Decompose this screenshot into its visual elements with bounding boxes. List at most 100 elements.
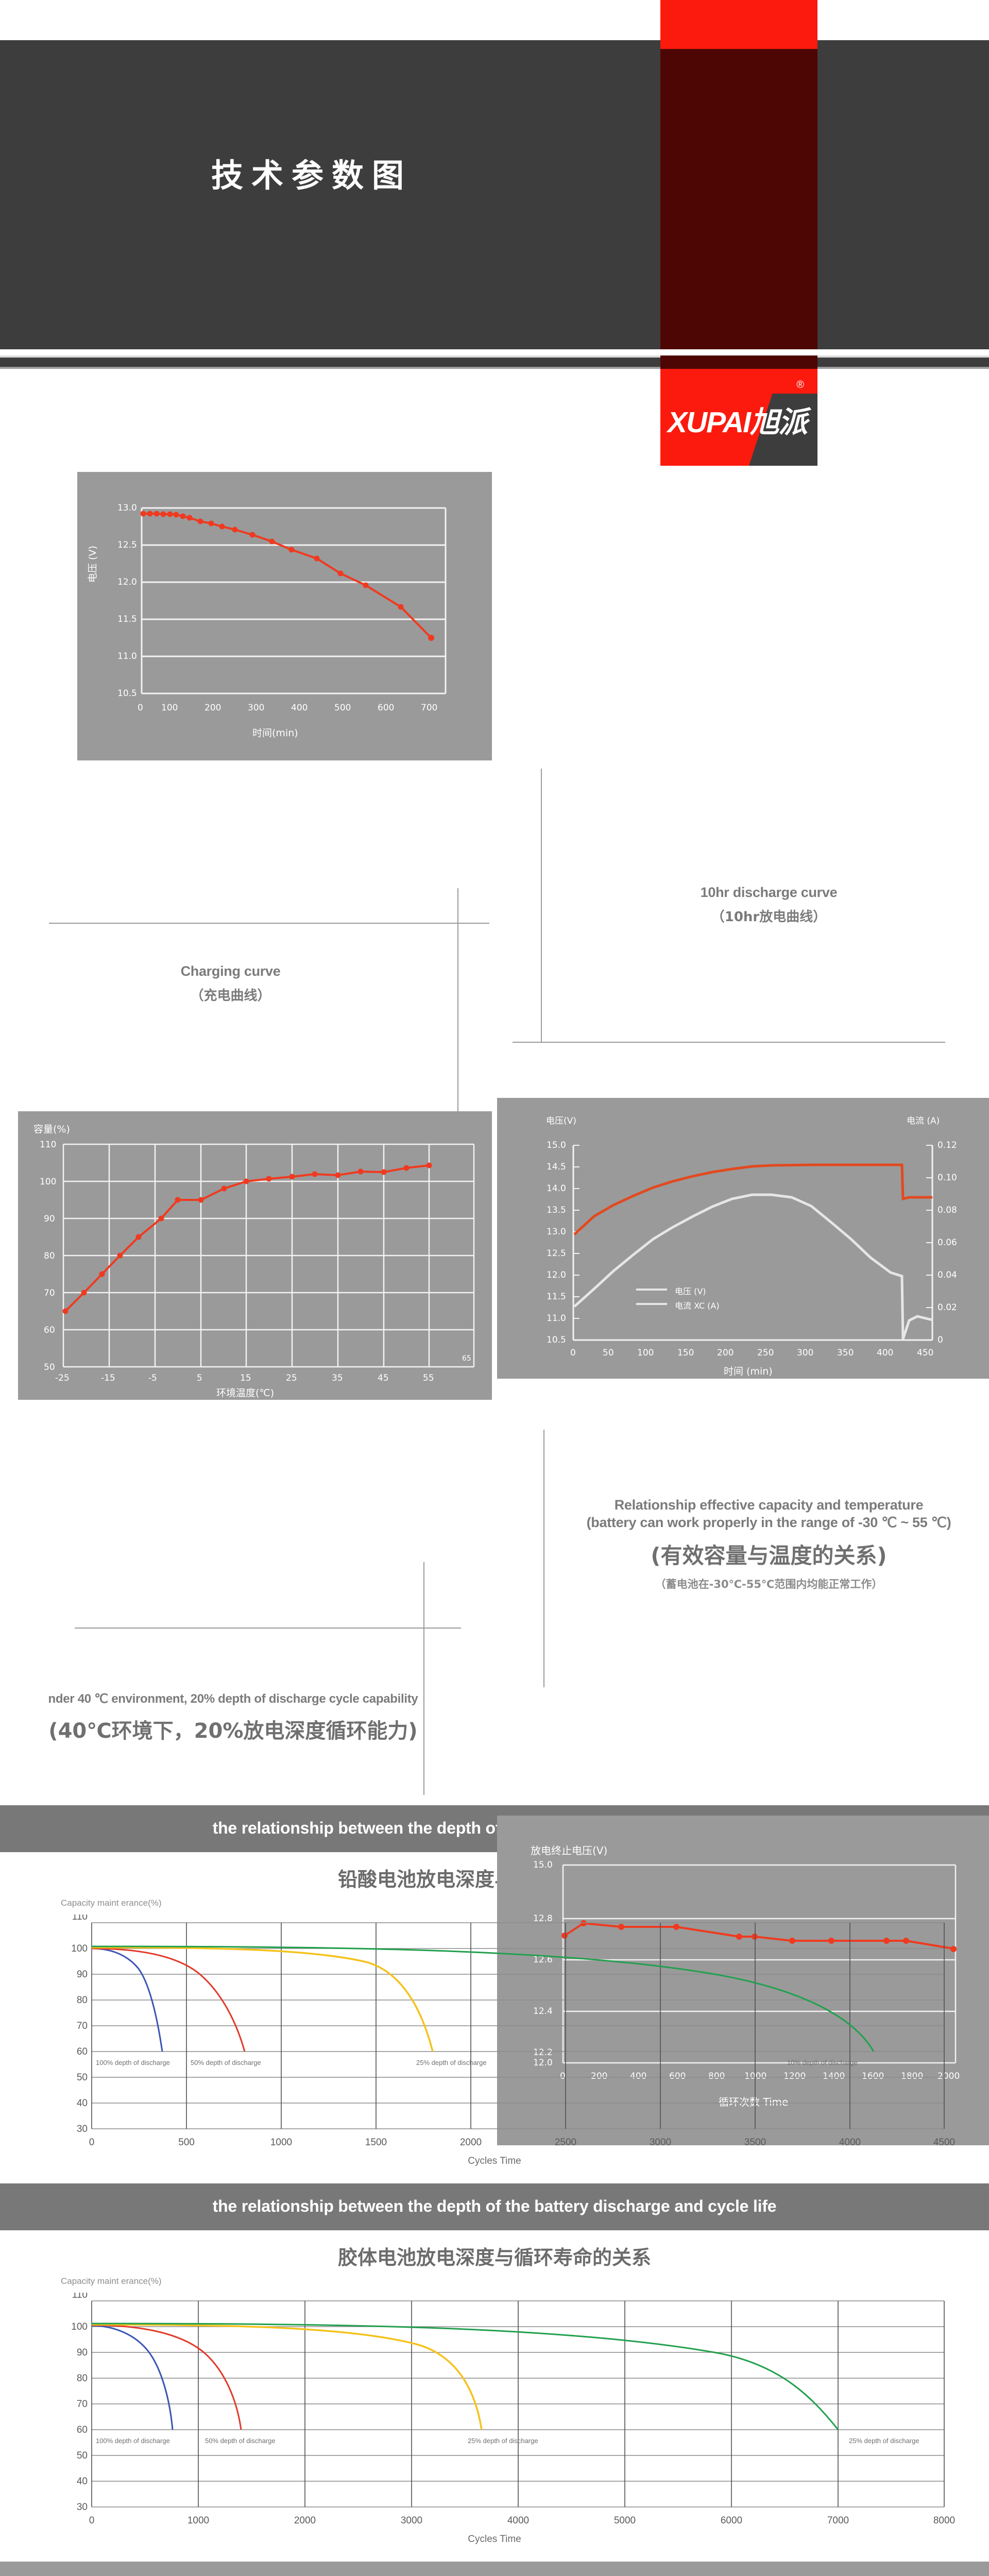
x-tick: 65 [462, 1354, 471, 1363]
x-tick: -25 [55, 1373, 70, 1383]
y-tick: 12.0 [533, 2058, 553, 2068]
label-cn-secondary: （蓄电池在-30℃-55℃范围内均能正常工作） [655, 1578, 883, 1591]
y-tick: 15.0 [533, 1860, 553, 1870]
svg-text:8000: 8000 [933, 2515, 955, 2526]
x-tick: 2000 [937, 2071, 960, 2081]
label-cn-primary: (有效容量与温度的关系) [651, 1543, 887, 1569]
x-tick: 400 [291, 703, 308, 713]
x-tick: 50 [603, 1348, 614, 1358]
y-tick: 12.4 [533, 2006, 553, 2016]
y-tick-right: 0.04 [937, 1270, 957, 1280]
x-tick: 55 [423, 1373, 434, 1383]
x-tick: 45 [378, 1373, 389, 1383]
x-tick: 250 [757, 1348, 774, 1358]
brand-logo: ® XUPAI旭派 [660, 369, 817, 466]
svg-text:5000: 5000 [614, 2515, 636, 2526]
svg-text:4000: 4000 [839, 2137, 861, 2148]
divider-vertical [423, 1562, 424, 1795]
svg-text:25% depth of discharge: 25% depth of discharge [849, 2437, 919, 2445]
registered-trademark-icon: ® [796, 379, 804, 391]
divider-horizontal [49, 923, 489, 924]
x-tick: 0 [570, 1348, 576, 1358]
x-tick: 35 [332, 1373, 343, 1383]
divider-horizontal [75, 1628, 461, 1629]
x-tick: 15 [240, 1373, 251, 1383]
x-tick: 600 [378, 703, 395, 713]
x-tick: -15 [101, 1373, 115, 1383]
y-tick-left: 11.5 [547, 1292, 566, 1302]
brand-logo-text: XUPAI旭派 [668, 405, 808, 439]
label-en: 10hr discharge curve [700, 884, 838, 900]
svg-text:30: 30 [77, 2502, 88, 2513]
y-tick-left: 14.5 [547, 1162, 566, 1172]
svg-text:80: 80 [77, 2373, 88, 2384]
svg-text:7000: 7000 [827, 2515, 849, 2526]
label-en-line2: (battery can work properly in the range … [586, 1514, 951, 1530]
page-header: 技术参数图 ® XUPAI旭派 [0, 0, 989, 466]
y-tick: 12.5 [117, 540, 137, 550]
svg-text:1500: 1500 [365, 2137, 387, 2148]
lead-acid-svg: 100% depth of discharge 50% depth of dis… [71, 1914, 955, 2148]
lead-acid-x-axis-title: Cycles Time [468, 2156, 521, 2166]
svg-text:40: 40 [77, 2098, 88, 2109]
x-tick: 600 [669, 2071, 686, 2081]
x-tick: 700 [421, 703, 438, 713]
x-tick: 25 [286, 1373, 297, 1383]
y-tick: 70 [44, 1288, 55, 1298]
x-tick: -5 [148, 1373, 157, 1383]
y-tick: 110 [40, 1140, 57, 1150]
y-tick: 50 [44, 1362, 55, 1372]
label-discharge-10hr: 10hr discharge curve （10hr放电曲线） [492, 760, 989, 1049]
y-tick: 11.5 [117, 614, 137, 624]
svg-text:50% depth of discharge: 50% depth of discharge [205, 2437, 276, 2445]
banner-gel: the relationship between the depth of th… [0, 2183, 989, 2230]
x-tick: 100 [161, 703, 178, 713]
x-tick: 200 [717, 1348, 734, 1358]
cycle-40c-svg [561, 1864, 957, 2064]
y-tick: 12.0 [117, 577, 137, 587]
label-en: nder 40 ℃ environment, 20% depth of disc… [48, 1692, 418, 1706]
svg-text:40: 40 [77, 2476, 88, 2487]
x-tick: 100 [637, 1348, 654, 1358]
y-tick: 100 [40, 1177, 57, 1187]
row-charging-curve: Charging curve （充电曲线） [0, 783, 989, 1379]
svg-text:2000: 2000 [294, 2515, 316, 2526]
y-tick-left: 13.0 [547, 1227, 566, 1237]
y-tick: 13.0 [117, 503, 137, 513]
svg-text:50: 50 [77, 2450, 88, 2461]
svg-text:100: 100 [71, 2321, 88, 2332]
x-axis-title: 时间 (min) [724, 1366, 773, 1377]
label-cn-primary: (40℃环境下，20%放电深度循环能力) [48, 1719, 418, 1743]
label-en-line1: Relationship effective capacity and temp… [614, 1497, 924, 1513]
y-tick: 60 [44, 1325, 55, 1335]
y-tick-left: 11.0 [547, 1313, 566, 1324]
y-tick-left: 12.5 [547, 1248, 566, 1259]
svg-text:3500: 3500 [744, 2137, 766, 2148]
svg-text:70: 70 [77, 2021, 88, 2031]
charging-curve-svg [572, 1145, 933, 1341]
y-tick-left: 15.0 [547, 1140, 566, 1150]
x-tick: 5 [197, 1373, 202, 1383]
svg-text:70: 70 [77, 2399, 88, 2410]
y-tick: 80 [44, 1251, 55, 1261]
y-axis-title: 放电终止电压(V) [531, 1844, 608, 1857]
chart-lead-acid-wrap: Capacity maint erance(%) [0, 1895, 989, 2183]
gel-y-axis-title: Capacity maint erance(%) [61, 2276, 162, 2286]
divider-vertical [543, 1430, 544, 1687]
svg-text:30: 30 [77, 2124, 88, 2134]
row-discharge-10hr: 13.0 12.5 12.0 11.5 11.0 10.5 0 100 200 … [0, 466, 989, 1049]
x-tick: 350 [837, 1348, 854, 1358]
svg-text:25% depth of discharge: 25% depth of discharge [416, 2059, 487, 2066]
svg-text:6000: 6000 [721, 2515, 742, 2526]
header-red-block-top [660, 0, 817, 49]
x-tick: 450 [917, 1348, 934, 1358]
svg-text:90: 90 [77, 1969, 88, 1980]
y-axis-right-title: 电流 (A) [907, 1116, 940, 1126]
certification-strip: Pb Pb [0, 2562, 989, 2576]
x-tick: 800 [708, 2071, 725, 2081]
x-tick: 1200 [783, 2071, 806, 2081]
y-tick-right: 0.12 [937, 1140, 957, 1150]
divider-vertical [457, 888, 458, 1115]
divider-vertical [541, 769, 542, 1042]
